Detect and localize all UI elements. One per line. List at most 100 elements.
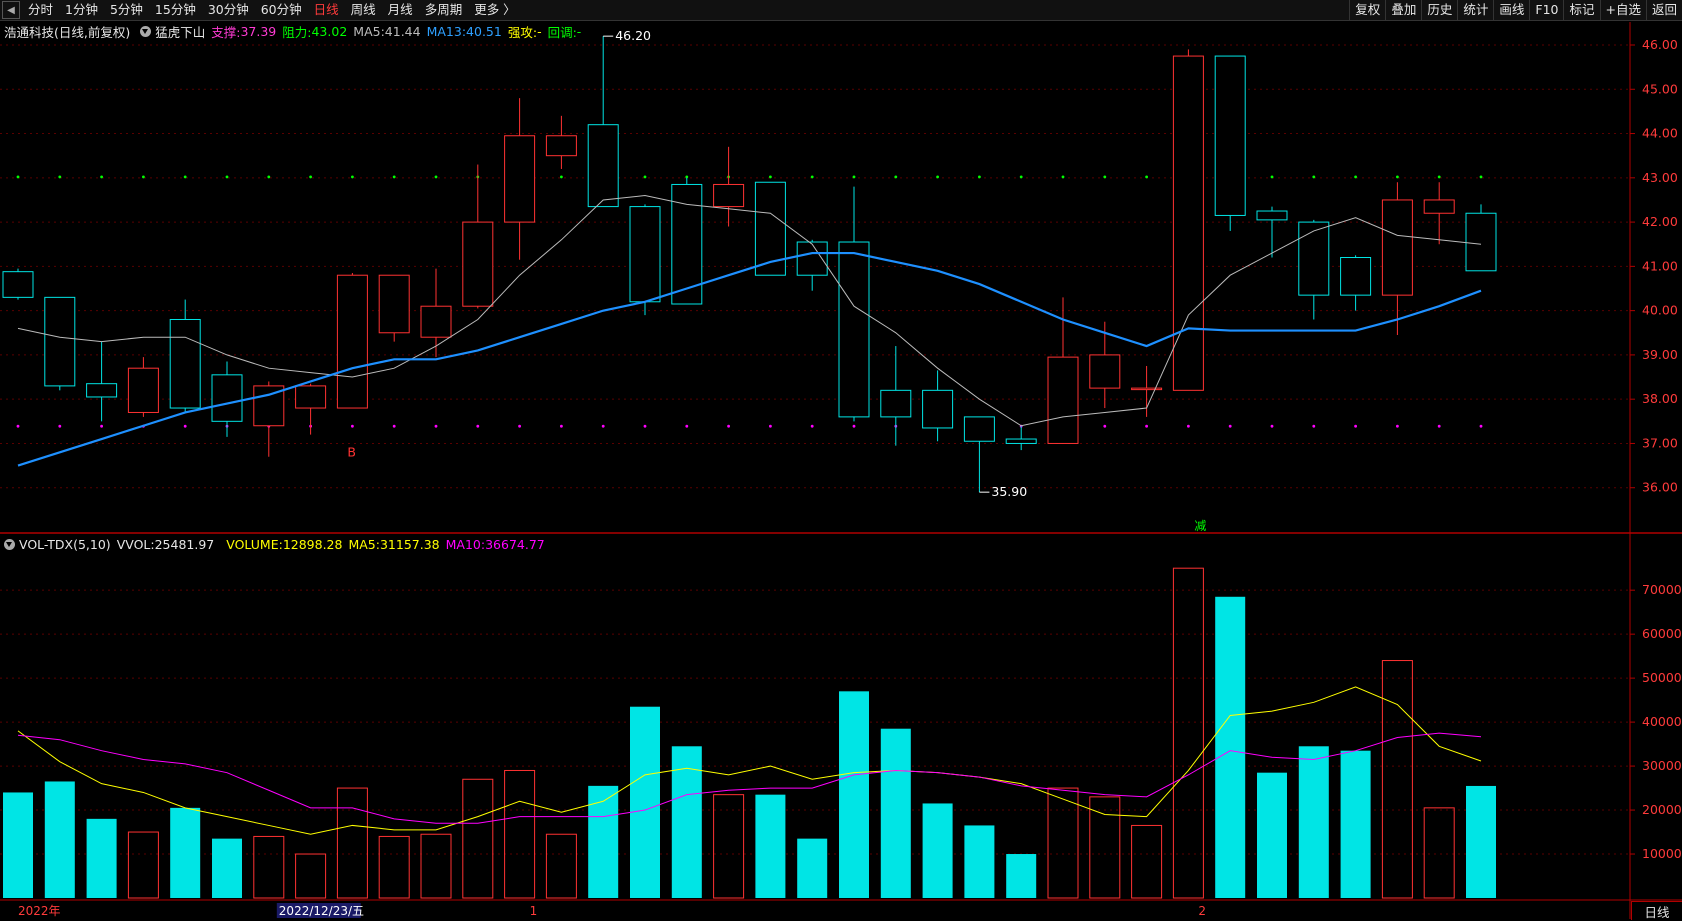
price-tick-label: 45.00 — [1642, 81, 1678, 96]
volume-bar — [420, 833, 452, 899]
indicator-name[interactable]: 猛虎下山 — [155, 24, 206, 40]
toolbar-button-7[interactable]: +自选 — [1599, 0, 1646, 20]
resist-dot — [267, 175, 271, 179]
period-tab-9[interactable]: 多周期 — [424, 2, 463, 17]
support-dot — [518, 424, 521, 428]
candle-body — [671, 183, 703, 305]
date-highlight — [276, 903, 361, 918]
volume-value: 12898.28 — [282, 536, 343, 552]
volume-bar — [212, 838, 242, 898]
resist-dot — [1354, 175, 1357, 179]
toolbar-button-0[interactable]: 复权 — [1349, 0, 1385, 20]
toolbar-button-8[interactable]: 返回 — [1645, 0, 1682, 20]
resist-dot — [852, 175, 856, 179]
period-tab-10[interactable]: 更多 〉 — [474, 2, 516, 17]
support-dot — [1396, 424, 1399, 428]
resist-dot — [727, 175, 730, 179]
toolbar-button-6[interactable]: 标记 — [1563, 0, 1599, 20]
resist-dot — [1396, 175, 1399, 179]
volume-bar — [86, 818, 117, 898]
support-dot — [685, 424, 689, 428]
toolbar-button-5[interactable]: F10 — [1529, 0, 1563, 20]
resist-dot — [1103, 175, 1107, 179]
volume-bar — [964, 825, 995, 898]
period-tab-1[interactable]: 1分钟 — [65, 2, 98, 17]
candle-body — [1172, 55, 1204, 391]
support-dot — [392, 424, 396, 428]
period-tab-4[interactable]: 30分钟 — [207, 2, 249, 17]
resist-dot — [518, 175, 521, 179]
vol-ma10-line — [17, 732, 1482, 824]
volume-bar — [1215, 596, 1246, 898]
volume-bar — [462, 778, 494, 899]
toolbar-button-4[interactable]: 画线 — [1493, 0, 1529, 20]
support-dot — [810, 424, 814, 428]
period-tab-6[interactable]: 日线 — [313, 2, 339, 17]
support-dot — [601, 424, 605, 428]
strong-value: - — [537, 23, 542, 39]
toolbar-button-1[interactable]: 叠加 — [1385, 0, 1421, 20]
toolbar-button-2[interactable]: 历史 — [1421, 0, 1457, 20]
buy-signal-label: B — [347, 445, 356, 460]
volume-bar — [713, 794, 745, 899]
extreme-price-label: 46.20 — [615, 28, 651, 43]
vol-ma5-line — [17, 686, 1482, 835]
volume-bar — [797, 838, 828, 898]
volume-dropdown-icon[interactable] — [4, 538, 15, 550]
support-dot — [225, 424, 229, 428]
support-dot — [142, 424, 145, 428]
candle-body — [1381, 199, 1413, 296]
indicator-dropdown-icon[interactable] — [140, 25, 152, 37]
resist-label: 阻力: — [282, 24, 312, 40]
resist-dot — [434, 175, 438, 179]
support-dot — [476, 424, 480, 428]
resist-dot — [1019, 175, 1023, 179]
price-axis: 36.00 37.00 38.00 39.00 40.00 41.00 42.00 43.00… — [1630, 37, 1682, 861]
ma5-value: 41.44 — [384, 23, 421, 39]
support-dot — [1145, 424, 1148, 428]
candle-body — [378, 274, 410, 334]
volume-tick-label: 50000 — [1642, 670, 1682, 685]
resist-dot — [183, 175, 187, 179]
period-tab-0[interactable]: 分时 — [28, 2, 54, 17]
volume-bar — [253, 835, 285, 899]
resist-dot — [769, 175, 772, 179]
period-label: 日线 — [1644, 904, 1670, 920]
support-dot — [309, 424, 312, 428]
period-tab-3[interactable]: 15分钟 — [154, 2, 196, 17]
period-tab-2[interactable]: 5分钟 — [109, 2, 143, 17]
candle-body — [713, 183, 745, 208]
volume-bar — [3, 792, 33, 898]
candle-body — [922, 389, 954, 429]
resist-dot — [1145, 175, 1148, 179]
resist-dot — [142, 175, 145, 179]
candle-body — [1089, 354, 1121, 389]
candle-body — [2, 271, 34, 298]
resist-dot — [1270, 175, 1274, 179]
support-dot — [183, 424, 187, 428]
support-dot — [1312, 424, 1316, 428]
resist-dot — [1061, 175, 1065, 179]
candle-body — [253, 385, 285, 427]
volume-indicator-name[interactable]: VOL-TDX(5,10) — [19, 536, 111, 552]
period-tab-7[interactable]: 周线 — [350, 2, 376, 17]
period-tab-8[interactable]: 月线 — [387, 2, 413, 17]
volume-tick-label: 30000 — [1642, 758, 1682, 773]
resist-dot — [225, 175, 229, 179]
resist-dot — [936, 175, 939, 179]
volume-bar — [755, 794, 786, 898]
support-dot — [560, 424, 563, 428]
vol-ma5-label: MA5: — [348, 536, 380, 552]
price-tick-label: 39.00 — [1642, 347, 1678, 362]
volume-bar — [588, 785, 619, 898]
back-icon[interactable]: ◀ — [2, 1, 20, 19]
resist-dot — [351, 175, 354, 179]
volume-legend: VOL-TDX(5,10) VVOL: 25481.97 VOLUME: 128… — [0, 535, 551, 553]
ma13-line — [17, 251, 1482, 467]
period-tab-5[interactable]: 60分钟 — [260, 2, 302, 17]
price-tick-label: 44.00 — [1642, 126, 1678, 141]
toolbar-button-3[interactable]: 统计 — [1457, 0, 1493, 20]
support-dot — [978, 424, 981, 428]
signal-marker: 减 — [1194, 519, 1206, 533]
